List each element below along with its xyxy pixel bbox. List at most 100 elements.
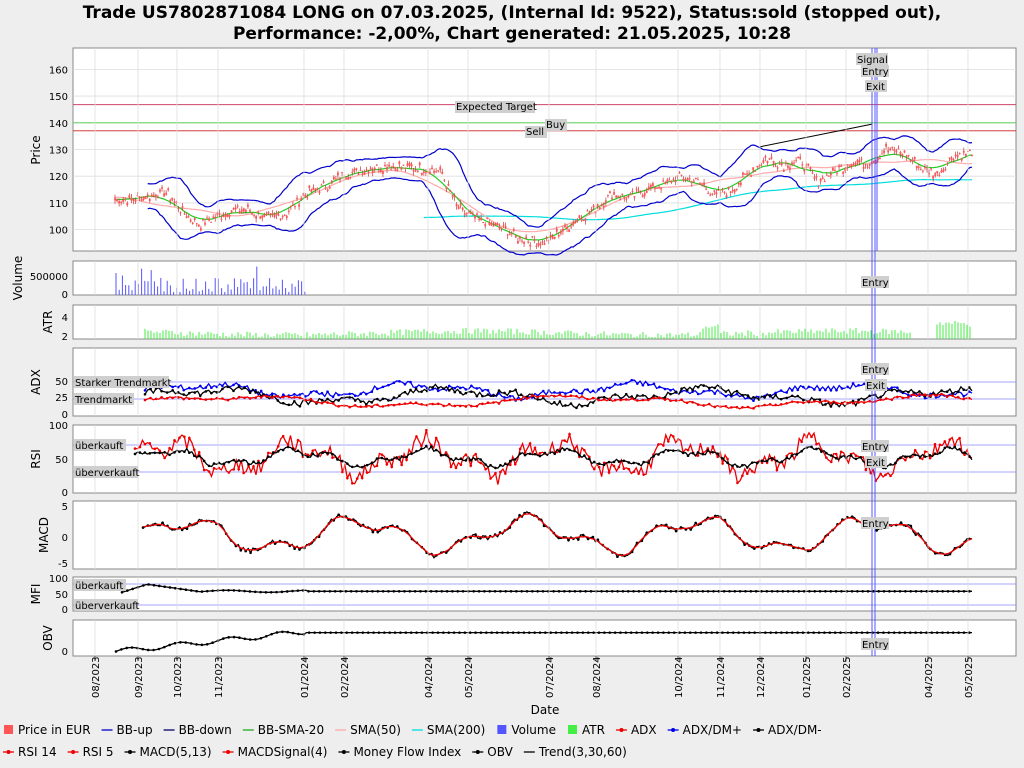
obv-line-marker <box>817 631 821 634</box>
adx-line-marker <box>364 405 368 408</box>
obv-line-marker <box>662 631 665 634</box>
mfi-line-marker <box>461 589 465 593</box>
obv-line-marker <box>313 631 316 634</box>
mfi-ytick-100: 100 <box>49 574 68 585</box>
adx-line-marker <box>746 405 750 409</box>
adx-dmminus-line-marker <box>392 396 396 399</box>
candle-body <box>404 167 407 169</box>
obv-line-marker <box>442 631 445 634</box>
adx-dmplus-line-marker <box>326 390 329 393</box>
obv-line-marker <box>908 631 912 634</box>
rsi14-line-marker <box>479 458 482 461</box>
adx-line-marker <box>884 397 888 400</box>
rsi5-line-marker <box>188 436 191 440</box>
obv-line-marker <box>372 631 375 634</box>
adx-line-marker <box>232 396 235 400</box>
rsi5-line-marker <box>854 454 858 458</box>
candle-body <box>300 198 303 200</box>
candle-body <box>120 202 123 204</box>
adx-dmplus-line-marker <box>215 385 219 389</box>
mfi-line-marker <box>760 589 763 593</box>
rsi5-line-marker <box>267 451 270 455</box>
annotation-starker-trendmarkt-bg <box>74 376 169 388</box>
adx-dmminus-line-marker <box>569 402 573 405</box>
adx-line-marker <box>940 392 943 396</box>
adx-dmminus-line-marker <box>824 403 827 406</box>
candle-body <box>705 188 708 190</box>
candle-body <box>877 157 879 161</box>
adx-dmplus-line-marker <box>586 388 589 391</box>
candle-body <box>901 154 904 156</box>
obv-line-marker <box>785 631 789 634</box>
candle-body <box>224 214 227 217</box>
candle-body <box>735 188 738 190</box>
adx-line-marker <box>265 394 268 398</box>
annotation-exit-adx: Exit <box>865 379 887 392</box>
candle-body <box>566 226 568 229</box>
adx-dmminus-line-marker <box>752 396 755 399</box>
candle-body <box>604 200 607 204</box>
rsi5-line-marker <box>355 477 359 480</box>
rsi14-line-marker <box>918 455 922 459</box>
rsi14-line-marker <box>385 457 389 461</box>
adx-dmminus-line-marker <box>503 391 506 395</box>
adx-line-marker <box>182 397 186 401</box>
adx-dmplus-line-marker <box>608 386 611 390</box>
candle-body <box>758 165 761 168</box>
rsi14-line-marker <box>563 448 566 452</box>
mfi-line-marker <box>205 589 209 593</box>
candle-body <box>289 205 292 207</box>
adx-dmminus-line-marker <box>536 398 540 401</box>
obv-line-marker <box>640 631 644 634</box>
candle-body <box>228 215 231 217</box>
mfi-line-marker <box>792 589 795 593</box>
adx-dmminus-line-marker <box>492 394 495 398</box>
candle-body <box>701 184 703 186</box>
adx-dmplus-line-marker <box>575 389 578 393</box>
mfi-line-marker <box>568 589 571 593</box>
macd-line-marker <box>753 547 756 550</box>
adx-dmplus-line-marker <box>320 391 324 395</box>
candle-body <box>668 179 671 181</box>
candle-body <box>660 188 663 190</box>
candle-body <box>367 171 370 173</box>
mfi-line-marker <box>717 589 721 593</box>
rsi14-line-marker <box>839 455 843 459</box>
macd-plot-area <box>72 500 1017 570</box>
obv-line-marker <box>731 631 735 634</box>
candle-body <box>304 194 307 197</box>
candle-body <box>635 188 638 190</box>
candle-body <box>140 199 143 202</box>
candle-body <box>449 190 452 192</box>
obv-line-marker <box>533 631 536 634</box>
rsi14-line-marker <box>963 451 966 454</box>
rsi14-line-marker <box>671 449 675 452</box>
obv-line-marker <box>549 631 553 634</box>
candle-body <box>717 189 720 191</box>
mfi-line-marker <box>248 590 252 593</box>
rsi14-line-marker <box>267 455 270 458</box>
mfi-line-marker <box>376 589 380 593</box>
adx-dmminus-line-marker <box>785 396 788 400</box>
rsi14-line-marker <box>750 461 754 464</box>
mfi-line-marker <box>264 590 268 594</box>
candle-body <box>609 191 611 194</box>
rsi5-line-marker <box>637 472 640 475</box>
adx-dmplus-line-marker <box>790 389 794 392</box>
candle-body <box>171 197 174 201</box>
obv-line-marker <box>812 631 815 634</box>
mfi-line-marker <box>317 589 321 593</box>
obv-line-marker <box>603 631 606 634</box>
obv-line-marker <box>404 631 408 634</box>
annotation-expected-target-text: Expected Target <box>456 102 537 113</box>
adx-dmminus-line-marker <box>630 395 634 398</box>
obv-line-marker <box>882 631 885 634</box>
rsi5-line-marker <box>469 464 473 467</box>
adx-line-marker <box>785 401 788 405</box>
candle-body <box>531 236 534 238</box>
adx-line-marker <box>353 403 357 407</box>
rsi5-line-marker <box>948 438 952 441</box>
candle-body <box>320 184 323 186</box>
adx-dmminus-line-marker <box>187 391 191 395</box>
candle-body <box>463 213 466 215</box>
